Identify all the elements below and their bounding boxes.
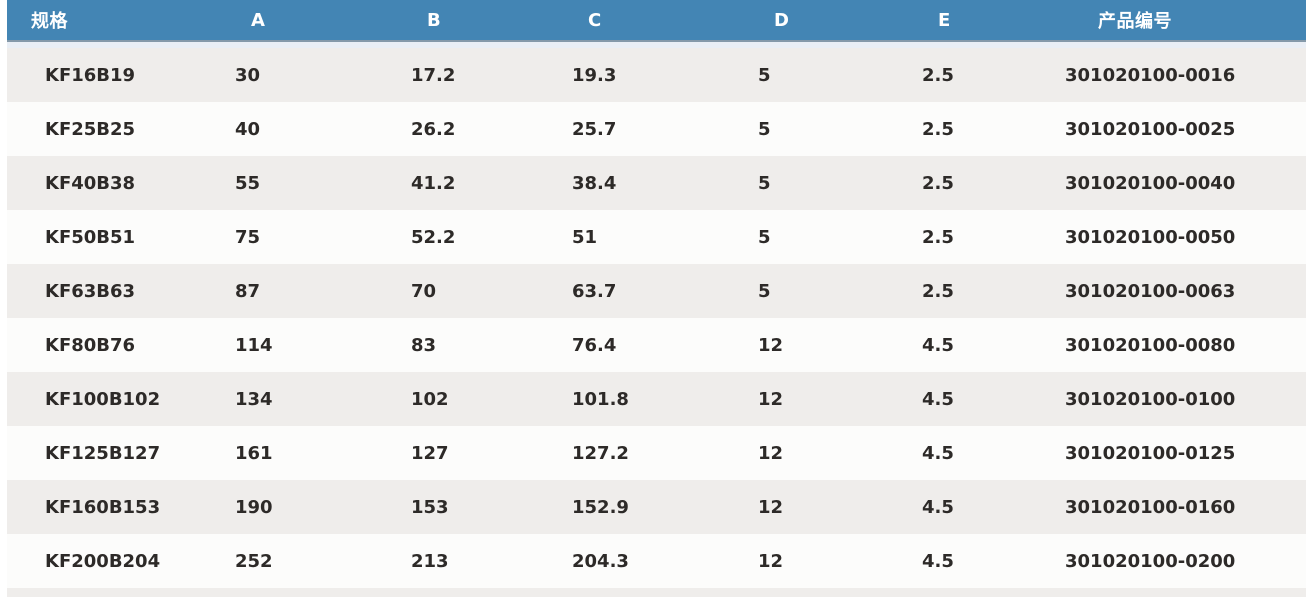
cell-d: 12 bbox=[720, 480, 884, 534]
cell-d: 5 bbox=[720, 210, 884, 264]
cell-c: 101.8 bbox=[534, 372, 720, 426]
cell-e: 4.5 bbox=[884, 372, 1027, 426]
cell-e: 2.5 bbox=[884, 156, 1027, 210]
table-row: KF16B19 30 17.2 19.3 5 2.5 301020100-0016 bbox=[7, 48, 1306, 102]
cell-b: 102 bbox=[373, 372, 534, 426]
table-row: KF80B76 114 83 76.4 12 4.5 301020100-0080 bbox=[7, 318, 1306, 372]
cell-product-code: 301020100-0200 bbox=[1027, 534, 1306, 588]
cell-spec: KF200B204 bbox=[7, 534, 197, 588]
cell-c: 63.7 bbox=[534, 264, 720, 318]
cell-e: 2.5 bbox=[884, 102, 1027, 156]
table-row: KF125B127 161 127 127.2 12 4.5 301020100-0125 bbox=[7, 426, 1306, 480]
cell-spec: KF63B63 bbox=[7, 264, 197, 318]
cell-a: 134 bbox=[197, 372, 373, 426]
column-header-b: B bbox=[373, 0, 534, 42]
cell-product-code: 301020100-0040 bbox=[1027, 156, 1306, 210]
cell-e: 4.5 bbox=[884, 480, 1027, 534]
cell-a: 30 bbox=[197, 48, 373, 102]
cell-d: 5 bbox=[720, 102, 884, 156]
cell-d: 12 bbox=[720, 534, 884, 588]
cell-spec: KF160B153 bbox=[7, 480, 197, 534]
table-row: KF160B153 190 153 152.9 12 4.5 301020100-0160 bbox=[7, 480, 1306, 534]
column-header-d: D bbox=[720, 0, 884, 42]
cell-b: 52.2 bbox=[373, 210, 534, 264]
cell-d: 5 bbox=[720, 264, 884, 318]
cell-d: 5 bbox=[720, 156, 884, 210]
table-header: 规格 A B C D E 产品编号 bbox=[7, 0, 1306, 42]
cell-spec: KF25B25 bbox=[7, 102, 197, 156]
cell-c: 19.3 bbox=[534, 48, 720, 102]
partial-row-strip bbox=[7, 588, 1306, 597]
cell-b: 41.2 bbox=[373, 156, 534, 210]
table-row: KF200B204 252 213 204.3 12 4.5 301020100-0200 bbox=[7, 534, 1306, 588]
cell-spec: KF16B19 bbox=[7, 48, 197, 102]
cell-d: 12 bbox=[720, 426, 884, 480]
cell-product-code: 301020100-0063 bbox=[1027, 264, 1306, 318]
cell-c: 38.4 bbox=[534, 156, 720, 210]
cell-e: 2.5 bbox=[884, 210, 1027, 264]
column-header-spec: 规格 bbox=[7, 0, 197, 42]
cell-spec: KF50B51 bbox=[7, 210, 197, 264]
cell-a: 161 bbox=[197, 426, 373, 480]
cell-product-code: 301020100-0025 bbox=[1027, 102, 1306, 156]
cell-a: 190 bbox=[197, 480, 373, 534]
cell-b: 17.2 bbox=[373, 48, 534, 102]
table-body: KF16B19 30 17.2 19.3 5 2.5 301020100-0016 KF25B… bbox=[7, 41, 1306, 588]
cell-spec: KF125B127 bbox=[7, 426, 197, 480]
column-header-c: C bbox=[534, 0, 720, 42]
cell-spec: KF80B76 bbox=[7, 318, 197, 372]
cell-c: 204.3 bbox=[534, 534, 720, 588]
cell-b: 83 bbox=[373, 318, 534, 372]
cell-e: 2.5 bbox=[884, 264, 1027, 318]
cell-product-code: 301020100-0080 bbox=[1027, 318, 1306, 372]
cell-product-code: 301020100-0160 bbox=[1027, 480, 1306, 534]
cell-d: 12 bbox=[720, 318, 884, 372]
cell-c: 51 bbox=[534, 210, 720, 264]
cell-c: 152.9 bbox=[534, 480, 720, 534]
cell-c: 76.4 bbox=[534, 318, 720, 372]
table-row: KF63B63 87 70 63.7 5 2.5 301020100-0063 bbox=[7, 264, 1306, 318]
spec-table: 规格 A B C D E 产品编号 KF16B19 30 17.2 19.3 5 2.5 3… bbox=[7, 0, 1306, 588]
cell-a: 75 bbox=[197, 210, 373, 264]
cell-b: 127 bbox=[373, 426, 534, 480]
column-header-e: E bbox=[884, 0, 1027, 42]
cell-a: 55 bbox=[197, 156, 373, 210]
cell-e: 4.5 bbox=[884, 318, 1027, 372]
cell-e: 2.5 bbox=[884, 48, 1027, 102]
cell-b: 213 bbox=[373, 534, 534, 588]
cell-product-code: 301020100-0125 bbox=[1027, 426, 1306, 480]
cell-product-code: 301020100-0016 bbox=[1027, 48, 1306, 102]
cell-a: 114 bbox=[197, 318, 373, 372]
header-row: 规格 A B C D E 产品编号 bbox=[7, 0, 1306, 42]
cell-e: 4.5 bbox=[884, 534, 1027, 588]
column-header-product-code: 产品编号 bbox=[1027, 0, 1306, 42]
cell-b: 153 bbox=[373, 480, 534, 534]
cell-spec: KF40B38 bbox=[7, 156, 197, 210]
cell-product-code: 301020100-0100 bbox=[1027, 372, 1306, 426]
cell-c: 127.2 bbox=[534, 426, 720, 480]
cell-spec: KF100B102 bbox=[7, 372, 197, 426]
cell-b: 70 bbox=[373, 264, 534, 318]
column-header-a: A bbox=[197, 0, 373, 42]
cell-b: 26.2 bbox=[373, 102, 534, 156]
spec-table-container: 规格 A B C D E 产品编号 KF16B19 30 17.2 19.3 5 2.5 3… bbox=[7, 0, 1306, 588]
cell-e: 4.5 bbox=[884, 426, 1027, 480]
table-row: KF25B25 40 26.2 25.7 5 2.5 301020100-0025 bbox=[7, 102, 1306, 156]
cell-a: 252 bbox=[197, 534, 373, 588]
cell-d: 12 bbox=[720, 372, 884, 426]
cell-a: 40 bbox=[197, 102, 373, 156]
cell-a: 87 bbox=[197, 264, 373, 318]
cell-d: 5 bbox=[720, 48, 884, 102]
cell-c: 25.7 bbox=[534, 102, 720, 156]
header-gap-strip bbox=[7, 41, 1306, 48]
table-row: KF40B38 55 41.2 38.4 5 2.5 301020100-0040 bbox=[7, 156, 1306, 210]
cell-product-code: 301020100-0050 bbox=[1027, 210, 1306, 264]
table-row: KF50B51 75 52.2 51 5 2.5 301020100-0050 bbox=[7, 210, 1306, 264]
table-row: KF100B102 134 102 101.8 12 4.5 301020100-0100 bbox=[7, 372, 1306, 426]
